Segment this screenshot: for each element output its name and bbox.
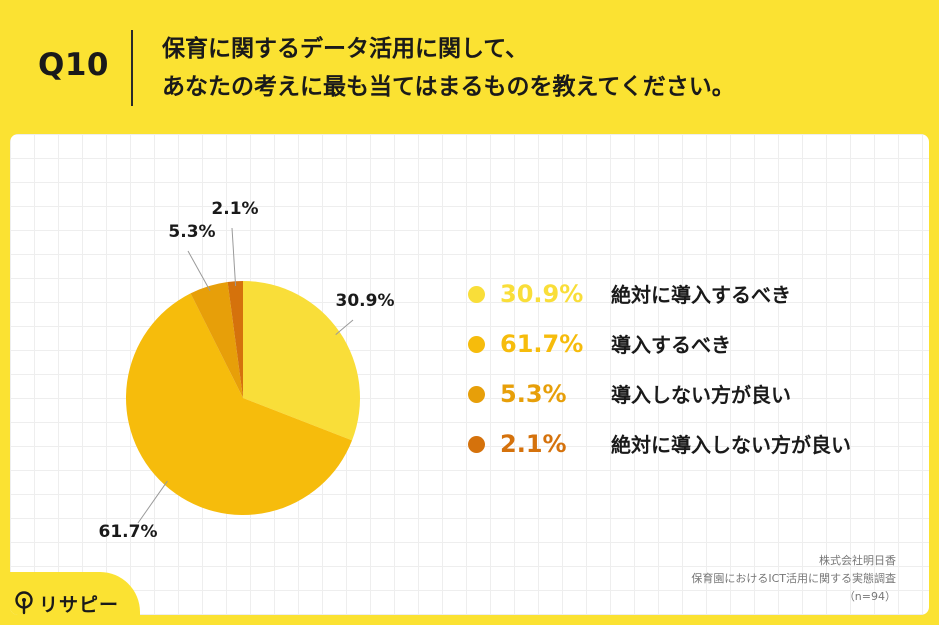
pie-slice: [227, 281, 243, 398]
slice-data-label: 61.7%: [99, 522, 158, 542]
legend-label: 絶対に導入するべき: [611, 283, 791, 307]
legend-dot: [468, 336, 485, 353]
legend-percent: 61.7%: [500, 330, 584, 358]
pie-chart: 30.9% 61.7% 5.3% 2.1%: [99, 199, 395, 542]
pie-slice: [126, 293, 353, 515]
legend-label: 絶対に導入しない方が良い: [611, 433, 851, 457]
slice-data-label: 2.1%: [211, 199, 258, 219]
legend-dot: [468, 436, 485, 453]
legend-label: 導入するべき: [611, 333, 731, 357]
legend-item: 5.3% 導入しない方が良い: [468, 379, 898, 429]
legend-item: 30.9% 絶対に導入するべき: [468, 279, 898, 329]
question-title-line1: 保育に関するデータ活用に関して、: [162, 36, 529, 62]
chart-panel: 30.9% 61.7% 5.3% 2.1% 30.9% 絶対に導入するべき 61.7%…: [10, 134, 929, 615]
question-title-line2: あなたの考えに最も当てはまるものを教えてください。: [162, 74, 735, 100]
header-divider: [131, 30, 133, 106]
legend-label: 導入しない方が良い: [611, 383, 791, 407]
pie-slice: [243, 281, 360, 441]
legend-item: 61.7% 導入するべき: [468, 329, 898, 379]
leader-line: [137, 480, 168, 524]
legend-percent: 30.9%: [500, 280, 584, 308]
logo-text: リサピー: [39, 593, 120, 616]
slice-data-label: 30.9%: [336, 291, 395, 311]
leader-line: [231, 227, 237, 286]
logo-tab: [10, 572, 140, 615]
pie-slice: [190, 282, 243, 398]
leader-line: [335, 319, 354, 335]
slice-data-label: 5.3%: [168, 222, 215, 242]
legend-item: 2.1% 絶対に導入しない方が良い: [468, 429, 898, 479]
source-sample: （n=94）: [843, 590, 896, 603]
leader-line: [187, 250, 211, 291]
source-survey: 保育園におけるICT活用に関する実態調査: [691, 572, 896, 585]
source-note: 株式会社明日香 保育園におけるICT活用に関する実態調査 （n=94）: [691, 552, 896, 606]
lightbulb-icon: [15, 591, 33, 615]
brand-logo: リサピー: [14, 590, 119, 616]
legend-dot: [468, 286, 485, 303]
legend-dot: [468, 386, 485, 403]
legend-percent: 5.3%: [500, 380, 567, 408]
source-company: 株式会社明日香: [819, 554, 896, 567]
legend-percent: 2.1%: [500, 430, 567, 458]
question-title: 保育に関するデータ活用に関して、 あなたの考えに最も当てはまるものを教えてくださ…: [162, 30, 922, 106]
question-label: Q10: [38, 47, 109, 83]
legend: 30.9% 絶対に導入するべき 61.7% 導入するべき 5.3% 導入しない方…: [468, 279, 898, 479]
